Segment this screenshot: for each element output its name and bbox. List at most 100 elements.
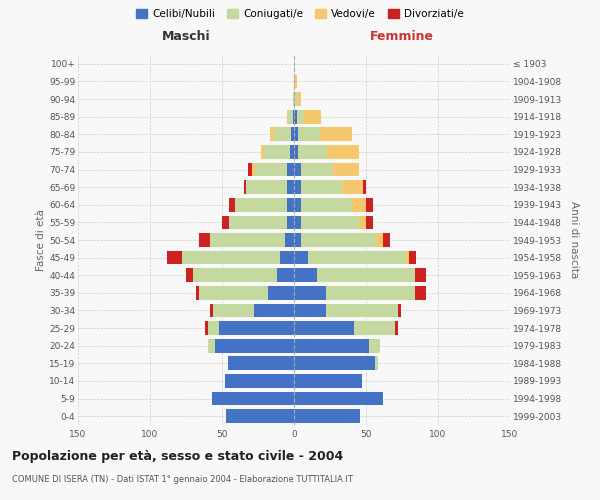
Bar: [211, 304, 214, 318]
Bar: [359, 216, 366, 230]
Bar: [366, 198, 373, 211]
Bar: [254, 304, 294, 318]
Bar: [294, 92, 297, 106]
Bar: [294, 286, 326, 300]
Bar: [252, 162, 255, 176]
Text: COMUNE DI ISERA (TN) - Dati ISTAT 1° gennaio 2004 - Elaborazione TUTTITALIA.IT: COMUNE DI ISERA (TN) - Dati ISTAT 1° gen…: [12, 475, 353, 484]
Bar: [247, 180, 287, 194]
Bar: [294, 339, 369, 352]
Bar: [294, 233, 301, 247]
Bar: [269, 128, 274, 141]
Bar: [294, 198, 301, 211]
Bar: [261, 145, 264, 159]
Bar: [264, 145, 290, 159]
Bar: [383, 233, 391, 247]
Bar: [355, 321, 395, 335]
Bar: [205, 321, 208, 335]
Bar: [248, 162, 252, 176]
Bar: [409, 250, 416, 264]
Bar: [268, 286, 294, 300]
Bar: [287, 198, 294, 211]
Bar: [301, 198, 352, 211]
Bar: [301, 180, 341, 194]
Bar: [287, 180, 294, 194]
Bar: [304, 110, 322, 124]
Bar: [294, 128, 298, 141]
Bar: [225, 374, 294, 388]
Bar: [215, 339, 294, 352]
Bar: [317, 268, 415, 282]
Bar: [415, 268, 427, 282]
Bar: [293, 92, 294, 106]
Bar: [244, 180, 247, 194]
Bar: [352, 198, 366, 211]
Bar: [208, 339, 215, 352]
Bar: [341, 180, 363, 194]
Bar: [214, 304, 254, 318]
Bar: [294, 304, 326, 318]
Bar: [297, 92, 301, 106]
Bar: [274, 128, 291, 141]
Y-axis label: Anni di nascita: Anni di nascita: [569, 202, 578, 278]
Bar: [294, 374, 362, 388]
Bar: [294, 180, 301, 194]
Bar: [208, 321, 219, 335]
Bar: [301, 233, 376, 247]
Bar: [294, 356, 374, 370]
Text: Maschi: Maschi: [161, 30, 211, 43]
Bar: [196, 286, 199, 300]
Bar: [291, 128, 294, 141]
Bar: [301, 216, 359, 230]
Bar: [294, 410, 360, 423]
Bar: [293, 110, 294, 124]
Bar: [294, 74, 297, 88]
Bar: [308, 250, 406, 264]
Bar: [226, 410, 294, 423]
Bar: [415, 286, 427, 300]
Bar: [199, 233, 211, 247]
Bar: [366, 216, 373, 230]
Bar: [326, 286, 415, 300]
Bar: [298, 145, 327, 159]
Bar: [235, 198, 287, 211]
Bar: [287, 162, 294, 176]
Bar: [298, 128, 320, 141]
Bar: [327, 145, 359, 159]
Bar: [288, 110, 293, 124]
Bar: [363, 180, 366, 194]
Bar: [219, 321, 294, 335]
Bar: [294, 250, 308, 264]
Bar: [229, 216, 287, 230]
Bar: [297, 110, 304, 124]
Bar: [212, 392, 294, 406]
Bar: [294, 110, 297, 124]
Bar: [182, 250, 280, 264]
Bar: [369, 339, 380, 352]
Bar: [374, 356, 377, 370]
Bar: [167, 250, 182, 264]
Bar: [301, 162, 333, 176]
Bar: [255, 162, 287, 176]
Bar: [376, 233, 383, 247]
Bar: [280, 250, 294, 264]
Bar: [199, 286, 268, 300]
Bar: [287, 216, 294, 230]
Bar: [287, 110, 288, 124]
Bar: [294, 162, 301, 176]
Bar: [320, 128, 352, 141]
Text: Popolazione per età, sesso e stato civile - 2004: Popolazione per età, sesso e stato civil…: [12, 450, 343, 463]
Bar: [294, 268, 317, 282]
Bar: [186, 268, 193, 282]
Bar: [211, 233, 286, 247]
Bar: [277, 268, 294, 282]
Bar: [294, 321, 355, 335]
Bar: [294, 392, 383, 406]
Bar: [222, 216, 229, 230]
Bar: [333, 162, 359, 176]
Bar: [294, 145, 298, 159]
Bar: [406, 250, 409, 264]
Bar: [228, 356, 294, 370]
Bar: [229, 198, 235, 211]
Bar: [193, 268, 277, 282]
Bar: [395, 321, 398, 335]
